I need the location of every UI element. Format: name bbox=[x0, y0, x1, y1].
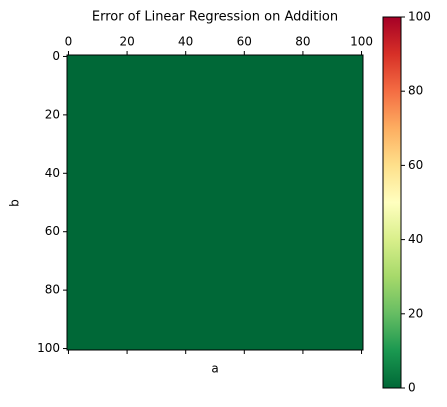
colorbar-tick-label: 0 bbox=[408, 381, 416, 395]
x-tick-label: 100 bbox=[350, 35, 373, 49]
y-tick-label: 100 bbox=[37, 341, 60, 355]
y-tick-label: 60 bbox=[45, 224, 60, 238]
y-axis-label: b bbox=[8, 199, 22, 207]
x-tick-label: 40 bbox=[178, 35, 193, 49]
y-tick-label: 80 bbox=[45, 283, 60, 297]
x-axis-label: a bbox=[211, 362, 218, 376]
colorbar-tick-label: 100 bbox=[408, 10, 431, 24]
colorbar-tick-label: 80 bbox=[408, 84, 423, 98]
x-tick-label: 0 bbox=[65, 35, 73, 49]
y-tick-label: 0 bbox=[52, 49, 60, 63]
x-tick-label: 60 bbox=[237, 35, 252, 49]
x-tick-label: 80 bbox=[295, 35, 310, 49]
y-tick-label: 40 bbox=[45, 166, 60, 180]
heatmap-cell bbox=[67, 55, 363, 350]
y-tick-label: 20 bbox=[45, 107, 60, 121]
colorbar bbox=[382, 16, 402, 389]
axes-frame bbox=[66, 54, 364, 351]
x-tick-label: 20 bbox=[119, 35, 134, 49]
colorbar-tick-label: 20 bbox=[408, 306, 423, 320]
chart-title: Error of Linear Regression on Addition bbox=[92, 10, 338, 25]
colorbar-tick-label: 60 bbox=[408, 158, 423, 172]
colorbar-tick-label: 40 bbox=[408, 232, 423, 246]
